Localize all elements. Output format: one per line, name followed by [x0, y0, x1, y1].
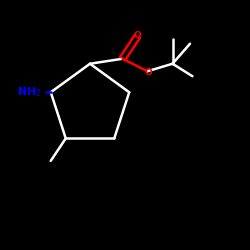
Text: O: O [134, 30, 141, 40]
Text: NH$_2$: NH$_2$ [17, 85, 42, 99]
Text: O: O [144, 68, 152, 77]
